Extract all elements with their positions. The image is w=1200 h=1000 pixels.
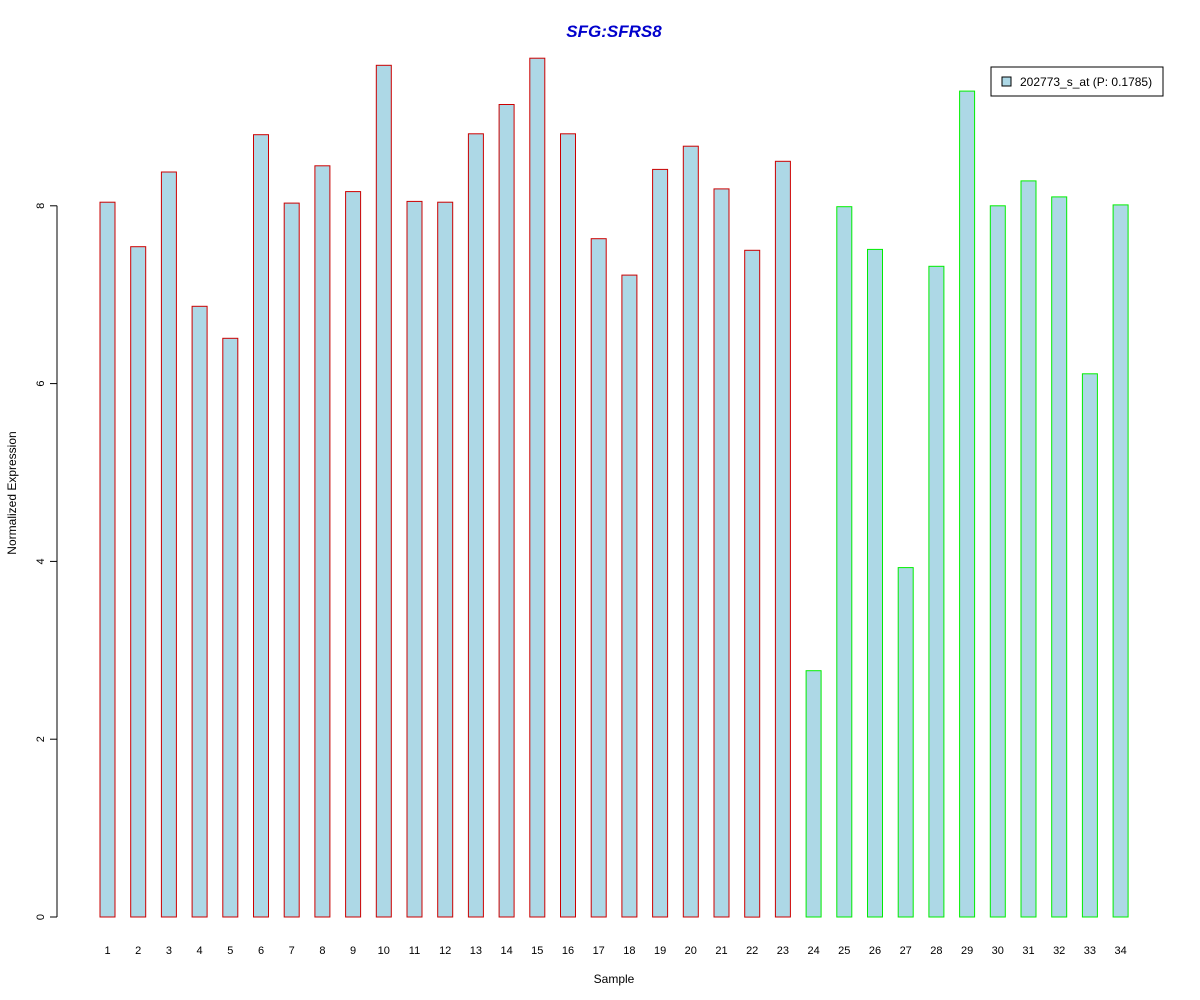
bar-sample-4 bbox=[191, 305, 208, 918]
bar-sample-5 bbox=[222, 337, 239, 918]
x-tick-label: 33 bbox=[1084, 945, 1096, 957]
bar-sample-12 bbox=[437, 201, 454, 918]
bar-sample-3 bbox=[160, 171, 177, 918]
x-tick-label: 18 bbox=[623, 945, 635, 957]
x-axis-label: Sample bbox=[594, 972, 635, 986]
bar-sample-16 bbox=[560, 133, 576, 918]
bar-sample-31 bbox=[1020, 180, 1037, 918]
bar-sample-18 bbox=[621, 274, 638, 918]
x-tick-label: 16 bbox=[562, 945, 574, 957]
x-tick-label: 2 bbox=[135, 945, 141, 957]
x-tick-label: 7 bbox=[289, 945, 295, 957]
bar-sample-7 bbox=[283, 202, 300, 918]
legend: 202773_s_at (P: 0.1785) bbox=[990, 66, 1164, 97]
y-tick-label: 4 bbox=[35, 558, 47, 564]
bar-sample-10 bbox=[375, 64, 392, 918]
bar-sample-34 bbox=[1112, 204, 1129, 918]
bar-sample-32 bbox=[1051, 196, 1068, 918]
x-tick-label: 32 bbox=[1053, 945, 1065, 957]
y-axis: 0 2 4 6 8 bbox=[35, 203, 58, 920]
bar-sample-9 bbox=[345, 191, 362, 918]
x-tick-label: 4 bbox=[197, 945, 203, 957]
bar-sample-13 bbox=[467, 133, 484, 918]
legend-swatch bbox=[1001, 76, 1012, 87]
x-tick-label: 34 bbox=[1114, 945, 1126, 957]
bar-sample-30 bbox=[989, 205, 1006, 918]
bar-sample-24 bbox=[805, 670, 822, 918]
x-tick-label: 20 bbox=[685, 945, 697, 957]
chart-title: SFG:SFRS8 bbox=[566, 22, 662, 41]
bar-sample-8 bbox=[314, 165, 331, 918]
y-axis-label: Normalized Expression bbox=[5, 431, 19, 554]
y-tick-label: 8 bbox=[35, 203, 47, 209]
bar-sample-33 bbox=[1081, 373, 1098, 918]
x-tick-labels: 1 2 3 4 5 6 7 8 9 10 11 12 13 14 15 16 17 18 19 20 21 22 23 24 2… bbox=[104, 945, 1126, 957]
bar-sample-2 bbox=[130, 246, 147, 918]
bar-sample-29 bbox=[959, 90, 976, 918]
bar-sample-21 bbox=[713, 188, 730, 918]
x-tick-label: 8 bbox=[319, 945, 325, 957]
x-tick-label: 21 bbox=[715, 945, 727, 957]
x-tick-label: 9 bbox=[350, 945, 356, 957]
bar-sample-25 bbox=[836, 206, 853, 918]
bar-sample-11 bbox=[406, 200, 423, 918]
x-tick-label: 22 bbox=[746, 945, 758, 957]
x-tick-label: 11 bbox=[409, 945, 420, 957]
x-tick-label: 29 bbox=[961, 945, 973, 957]
x-tick-label: 31 bbox=[1022, 945, 1034, 957]
bar-sample-26 bbox=[867, 248, 883, 918]
bar-sample-20 bbox=[682, 145, 699, 918]
x-tick-label: 19 bbox=[654, 945, 666, 957]
y-tick-label: 2 bbox=[35, 736, 47, 742]
x-tick-label: 1 bbox=[104, 945, 110, 957]
y-tick-label: 6 bbox=[35, 381, 47, 387]
x-tick-label: 28 bbox=[930, 945, 942, 957]
bar-sample-19 bbox=[652, 168, 669, 918]
bar-sample-6 bbox=[253, 134, 269, 918]
bar-sample-27 bbox=[897, 567, 914, 918]
x-tick-label: 13 bbox=[470, 945, 482, 957]
bar-sample-1 bbox=[99, 201, 116, 918]
x-tick-label: 10 bbox=[378, 945, 390, 957]
x-tick-label: 14 bbox=[500, 945, 512, 957]
bars bbox=[99, 57, 1129, 918]
x-tick-label: 3 bbox=[166, 945, 172, 957]
bar-sample-23 bbox=[774, 160, 791, 918]
bar-sample-17 bbox=[590, 238, 607, 918]
x-tick-label: 6 bbox=[258, 945, 264, 957]
x-tick-label: 15 bbox=[531, 945, 543, 957]
y-tick-label: 0 bbox=[35, 914, 47, 920]
bar-sample-22 bbox=[744, 249, 761, 918]
x-tick-label: 30 bbox=[992, 945, 1004, 957]
x-tick-label: 17 bbox=[593, 945, 605, 957]
legend-entry-label: 202773_s_at (P: 0.1785) bbox=[1020, 75, 1152, 89]
x-tick-label: 5 bbox=[227, 945, 233, 957]
x-tick-label: 24 bbox=[807, 945, 819, 957]
x-tick-label: 12 bbox=[439, 945, 451, 957]
bar-sample-15 bbox=[529, 57, 546, 918]
bar-sample-14 bbox=[498, 104, 515, 918]
x-tick-label: 25 bbox=[838, 945, 850, 957]
x-tick-label: 23 bbox=[777, 945, 789, 957]
x-tick-label: 27 bbox=[900, 945, 912, 957]
bar-sample-28 bbox=[928, 265, 945, 918]
x-tick-label: 26 bbox=[869, 945, 881, 957]
legend-box bbox=[990, 66, 1164, 97]
